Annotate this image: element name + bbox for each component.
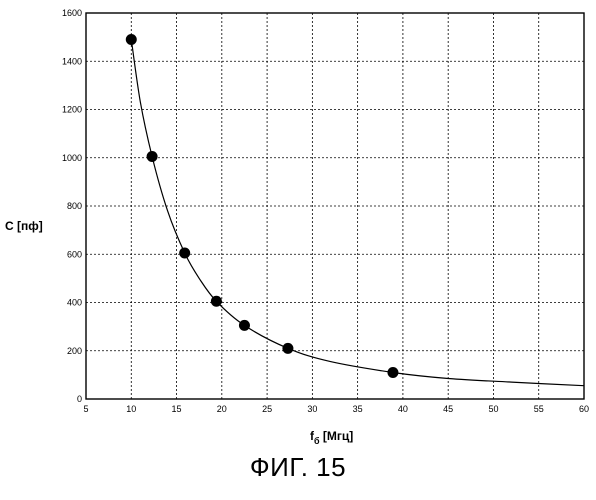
y-axis-label: C [пф] [5,219,43,233]
x-tick-label: 30 [307,404,317,414]
y-tick-label: 600 [67,249,82,259]
x-tick-label: 5 [83,404,88,414]
data-point [147,151,158,162]
x-tick-label: 45 [443,404,453,414]
x-tick-label: 10 [126,404,136,414]
y-tick-label: 0 [77,394,82,404]
x-tick-label: 60 [579,404,589,414]
x-tick-label: 15 [172,404,182,414]
y-tick-label: 200 [67,346,82,356]
data-point [179,248,190,259]
data-point [239,320,250,331]
y-tick-label: 1000 [62,153,82,163]
data-point [211,296,222,307]
x-tick-label: 55 [534,404,544,414]
data-point [126,34,137,45]
x-axis-label: fб [Мгц] [310,429,353,446]
grid [86,13,584,399]
y-tick-label: 1200 [62,105,82,115]
x-tick-labels: 5 10 15 20 25 30 35 40 45 50 55 60 [83,404,589,414]
x-tick-label: 25 [262,404,272,414]
y-tick-label: 1400 [62,56,82,66]
figure-caption: ФИГ. 15 [0,452,596,483]
data-point [387,367,398,378]
chart: 5 10 15 20 25 30 35 40 45 50 55 60 0 200 400 600 800 100… [0,0,596,450]
y-tick-label: 400 [67,298,82,308]
x-tick-label: 35 [353,404,363,414]
data-point [282,343,293,354]
y-tick-label: 800 [67,201,82,211]
y-tick-labels: 0 200 400 600 800 1000 1200 1400 1600 [62,8,82,404]
x-tick-label: 20 [217,404,227,414]
x-tick-label: 50 [488,404,498,414]
y-tick-label: 1600 [62,8,82,18]
x-tick-label: 40 [398,404,408,414]
